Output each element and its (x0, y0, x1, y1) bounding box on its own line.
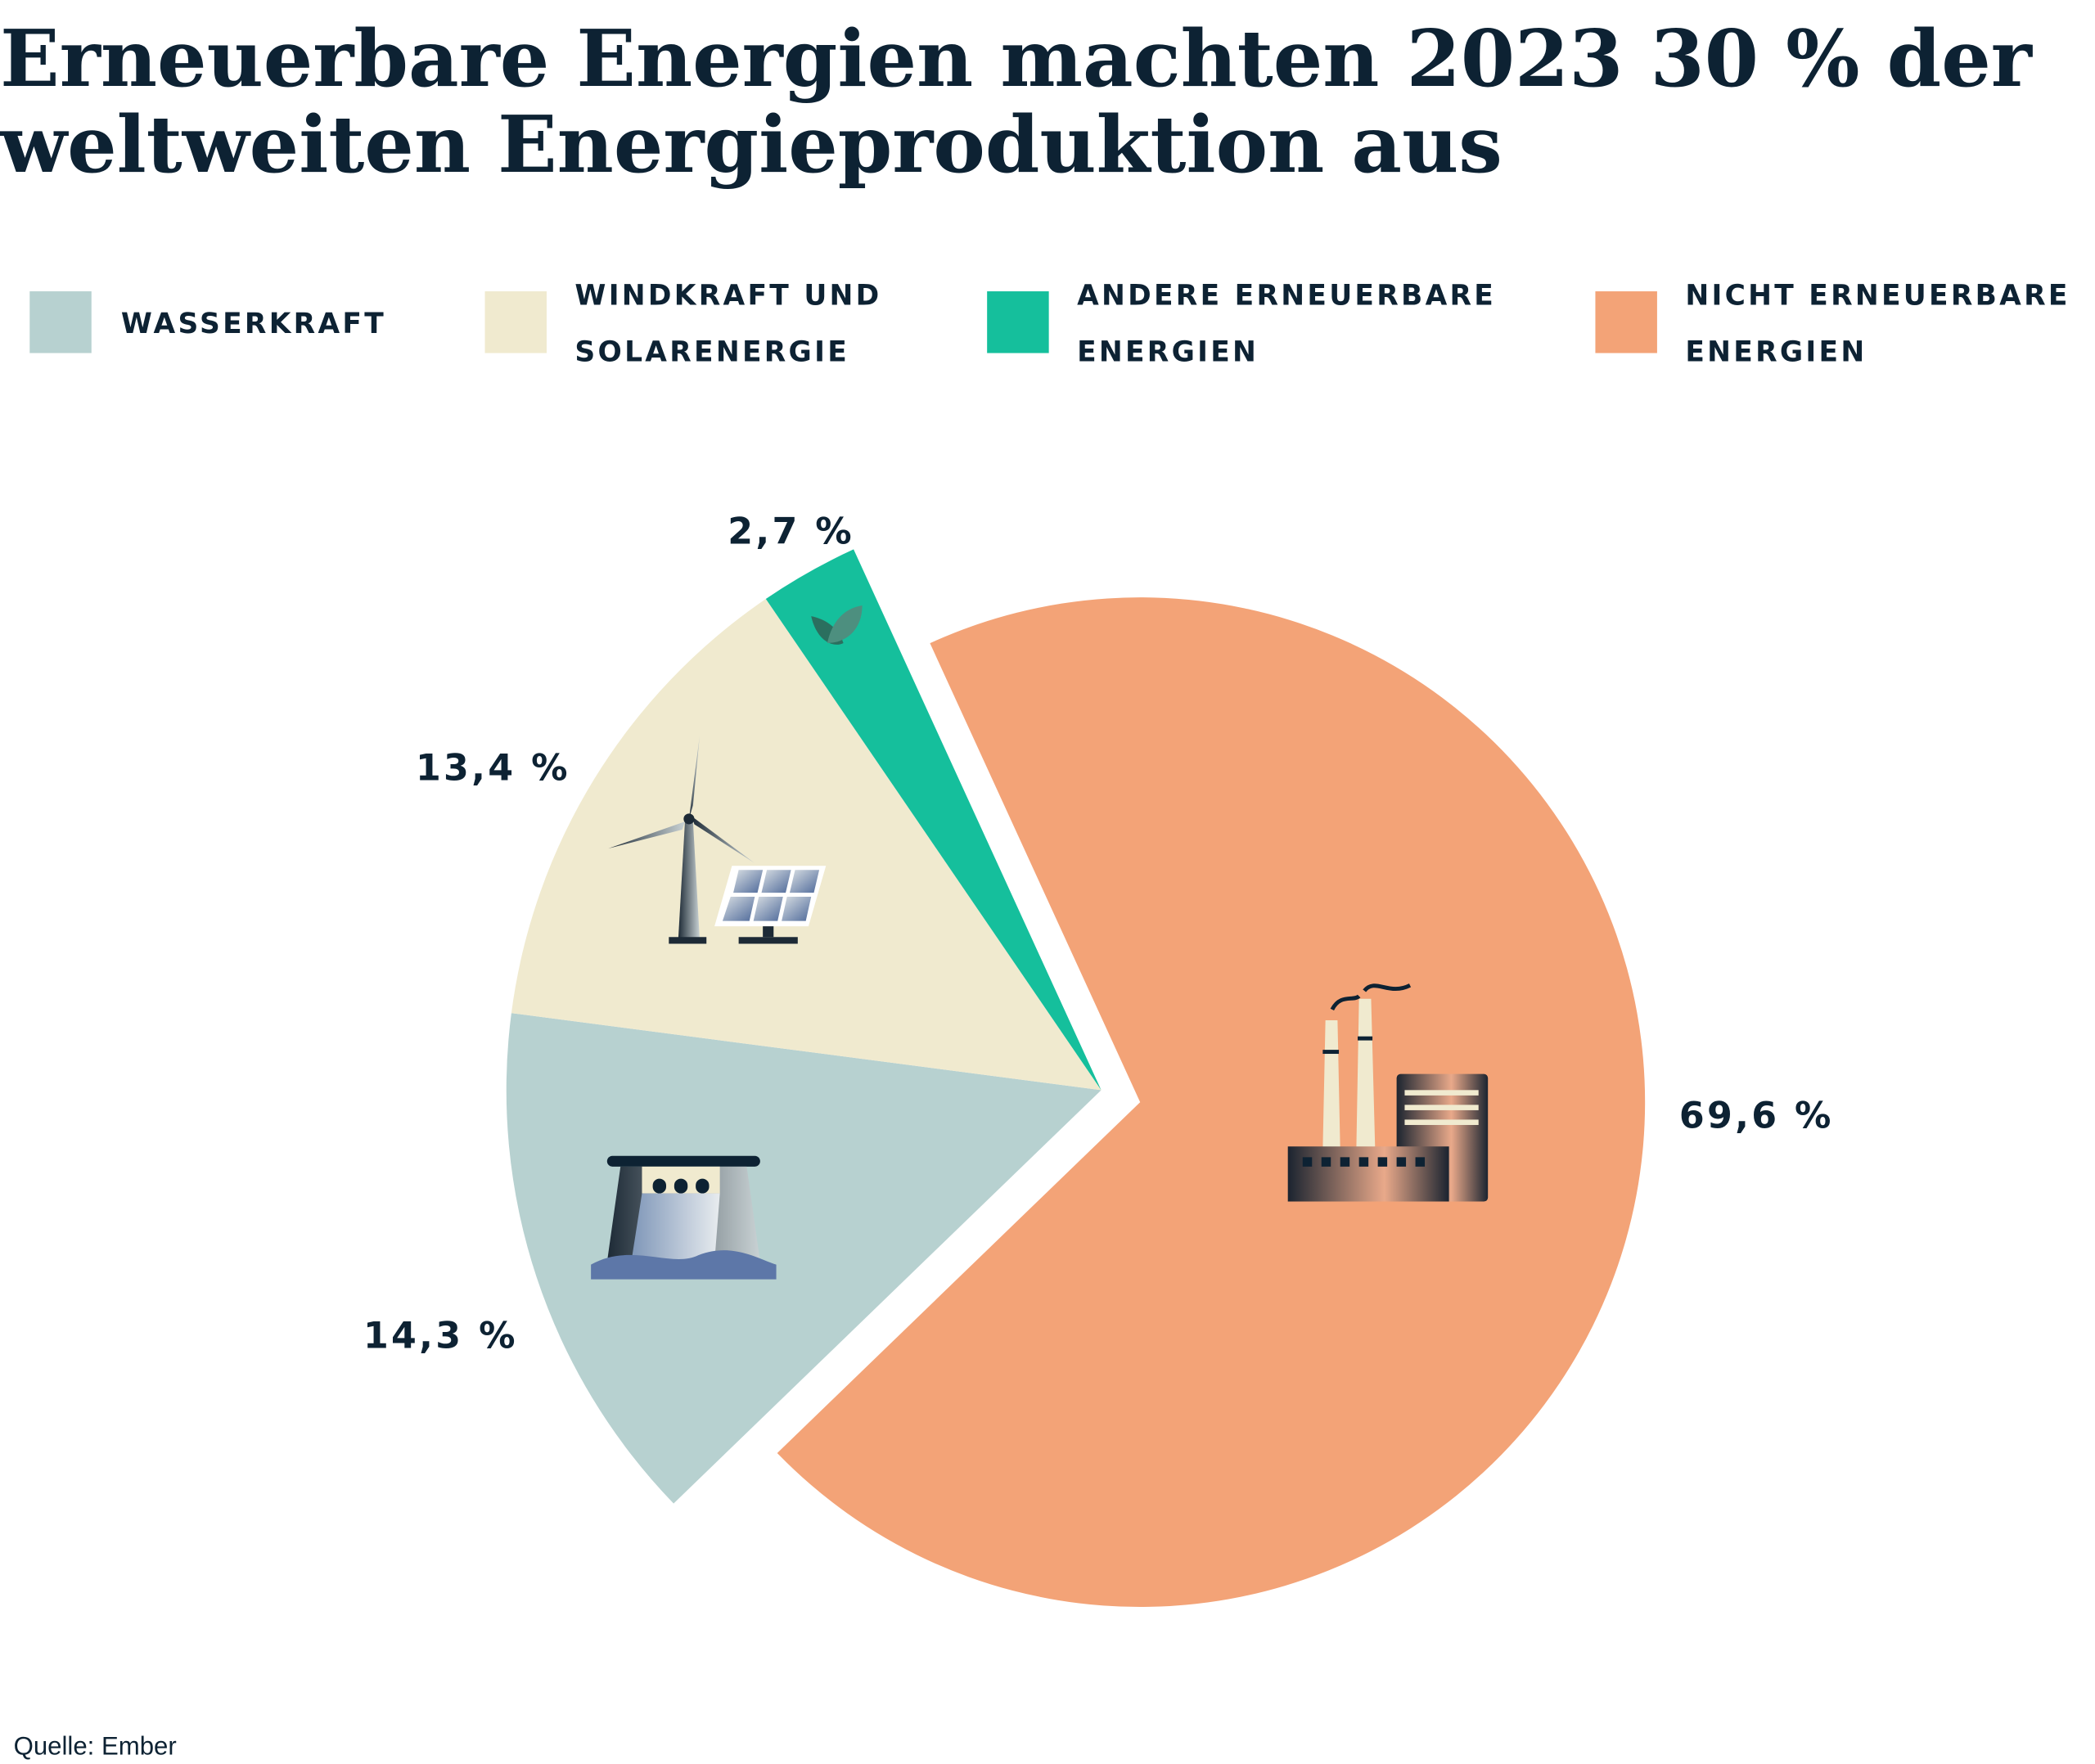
pie-slice (506, 1013, 1102, 1504)
pie-slice (765, 549, 1102, 1091)
legend: WASSERKRAFT WINDKRAFT UND SOLARENERGIE ANDE… (29, 279, 2070, 368)
legend-label: ENERGIEN (1685, 335, 1867, 368)
pie-slices (506, 549, 1646, 1608)
legend-label: SOLARENERGIE (574, 335, 849, 368)
pie-labels: 69,6 % 14,3 % 13,4 % 2,7 % (363, 511, 1834, 1357)
pie-slice (511, 598, 1102, 1091)
pie-slice (777, 597, 1646, 1608)
legend-label: ANDERE ERNEUERBARE (1077, 279, 1496, 312)
legend-swatch (29, 291, 92, 353)
leaf-icon (811, 605, 863, 645)
hydro-dam-icon (591, 1155, 777, 1280)
legend-label: WASSERKRAFT (121, 308, 386, 340)
chart-title-line-2: weltweiten Energieproduktion aus (0, 100, 1503, 191)
slice-value-label: 13,4 % (416, 747, 570, 789)
slice-value-label: 14,3 % (363, 1315, 518, 1357)
legend-label: ENERGIEN (1077, 335, 1259, 368)
source-note: Quelle: Ember (14, 1732, 177, 1761)
chart-title-line-1: Erneuerbare Energien machten 2023 30 % d… (0, 14, 2034, 105)
wind-solar-icon (608, 736, 827, 944)
legend-swatch (1595, 291, 1657, 353)
factory-icon (1287, 983, 1489, 1202)
slice-value-label: 69,6 % (1679, 1095, 1834, 1136)
slice-value-label: 2,7 % (728, 511, 854, 553)
legend-label: WINDKRAFT UND (574, 279, 881, 312)
legend-label: NICHT ERNEUERBARE (1685, 279, 2070, 312)
legend-swatch (484, 291, 547, 353)
legend-swatch (987, 291, 1049, 353)
